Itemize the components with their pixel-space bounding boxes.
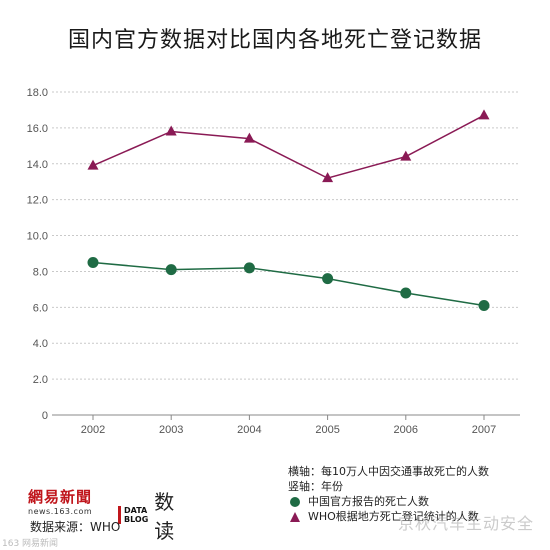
series-line-0	[92, 261, 485, 307]
data-point-circle	[87, 256, 99, 268]
circle-marker-icon	[290, 497, 300, 507]
y-tick-label: 12.0	[27, 195, 48, 207]
datablog-logo: DATA BLOG 数读	[118, 486, 174, 544]
x-tick-label: 2007	[472, 424, 496, 436]
legend-item-official: 中国官方报告的死亡人数	[288, 494, 489, 509]
datablog-name: 数读	[154, 490, 175, 543]
triangle-marker-icon	[290, 512, 300, 522]
data-point-triangle	[322, 172, 334, 183]
data-point-triangle	[478, 109, 490, 120]
legend-y-note-text: 竖轴：年份	[288, 480, 343, 493]
chart-series	[87, 109, 490, 312]
data-point-triangle	[243, 132, 255, 143]
data-point-circle	[478, 300, 490, 312]
data-point-triangle	[400, 150, 412, 161]
netease-logo: 網易新聞 news.163.com	[28, 486, 92, 516]
y-tick-label: 10.0	[27, 231, 48, 243]
data-point-circle	[322, 273, 334, 285]
x-tick-label: 2003	[159, 424, 183, 436]
y-tick-label: 0	[42, 410, 48, 422]
legend-label-official: 中国官方报告的死亡人数	[308, 495, 429, 508]
data-point-triangle	[87, 159, 99, 170]
x-tick-label: 2002	[81, 424, 105, 436]
legend-item-who: WHO根据地方死亡登记统计的人数	[288, 509, 489, 524]
brand-logos: 網易新聞 news.163.com DATA BLOG 数读	[28, 486, 174, 543]
datablog-mark: DATA BLOG	[118, 506, 148, 524]
y-tick-label: 8.0	[33, 266, 48, 278]
data-source: 数据来源：WHO	[30, 520, 121, 534]
watermark-left: 163 网易新闻	[2, 539, 59, 549]
legend: 横轴：每10万人中因交通事故死亡的人数 竖轴：年份 中国官方报告的死亡人数 WH…	[288, 464, 489, 524]
data-point-circle	[165, 264, 177, 276]
legend-y-note: 竖轴：年份	[288, 479, 489, 494]
x-axis-ticks: 2002 2003 2004 2005 2006 2007	[81, 415, 496, 436]
y-tick-label: 4.0	[33, 338, 48, 350]
legend-label-who: WHO根据地方死亡登记统计的人数	[308, 510, 479, 523]
data-point-circle	[243, 262, 255, 274]
x-tick-label: 2004	[237, 424, 261, 436]
data-point-triangle	[165, 125, 177, 136]
data-point-circle	[400, 287, 412, 299]
netease-logo-text: 網易新聞	[28, 488, 93, 506]
x-tick-label: 2005	[315, 424, 339, 436]
y-tick-label: 14.0	[27, 159, 48, 171]
x-tick-label: 2006	[394, 424, 418, 436]
y-tick-label: 6.0	[33, 302, 48, 314]
y-tick-label: 2.0	[33, 374, 48, 386]
y-tick-label: 18.0	[27, 87, 48, 99]
legend-x-note: 横轴：每10万人中因交通事故死亡的人数	[288, 464, 489, 479]
netease-url: news.163.com	[28, 507, 93, 516]
chart-title: 国内官方数据对比国内各地死亡登记数据	[67, 28, 482, 53]
chart-grid	[52, 91, 520, 416]
series-line-1	[92, 114, 485, 179]
legend-x-note-text: 横轴：每10万人中因交通事故死亡的人数	[288, 465, 489, 478]
watermark-right: 京秋汽车主动安全	[397, 514, 534, 533]
y-tick-label: 16.0	[27, 123, 48, 135]
y-axis-ticks: 0 2.0 4.0 6.0 8.0 10.0 12.0 14.0 16.0 18.0	[27, 87, 48, 422]
